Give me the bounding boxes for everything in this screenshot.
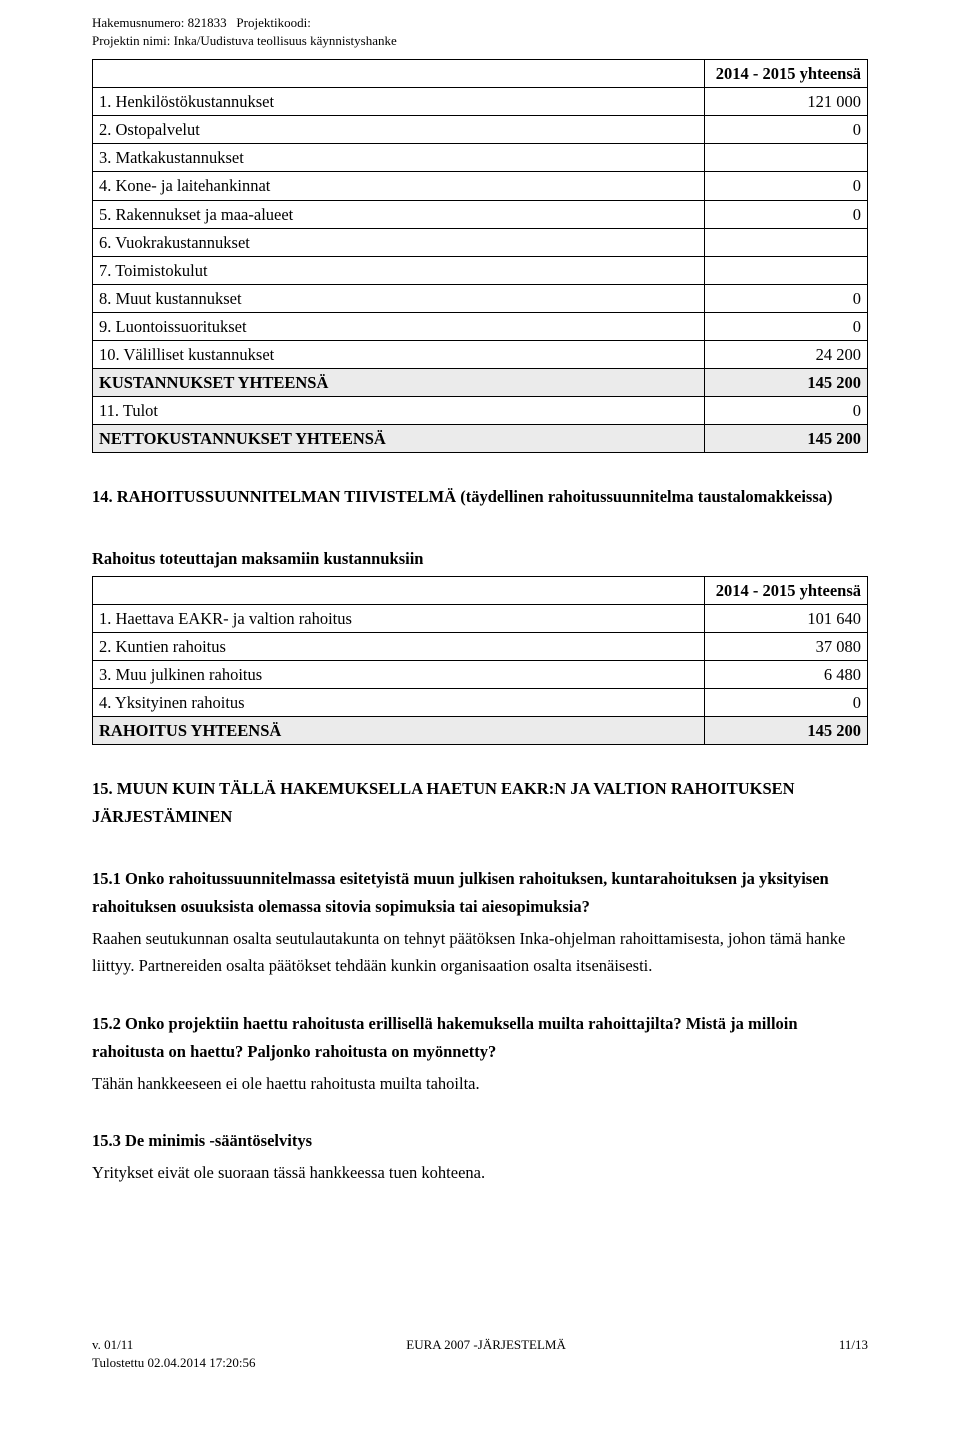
- table-row: 6. Vuokrakustannukset: [93, 228, 868, 256]
- section-14-subtitle: Rahoitus toteuttajan maksamiin kustannuk…: [92, 545, 868, 573]
- section-14-title: 14. RAHOITUSSUUNNITELMAN TIIVISTELMÄ (tä…: [92, 483, 868, 511]
- table-row: 5. Rakennukset ja maa-alueet0: [93, 200, 868, 228]
- section-14: 14. RAHOITUSSUUNNITELMAN TIIVISTELMÄ (tä…: [92, 483, 868, 573]
- footer-version: v. 01/11: [92, 1336, 133, 1354]
- table-header-row: 2014 - 2015 yhteensä: [93, 60, 868, 88]
- page-header-meta: Hakemusnumero: 821833 Projektikoodi: Pro…: [92, 14, 868, 49]
- costs-table-header: 2014 - 2015 yhteensä: [705, 60, 868, 88]
- table-row: 8. Muut kustannukset0: [93, 284, 868, 312]
- page-footer: v. 01/11 EURA 2007 -JÄRJESTELMÄ 11/13 Tu…: [92, 1336, 868, 1371]
- table-row: 3. Matkakustannukset: [93, 144, 868, 172]
- question-15-2-title: 15.2 Onko projektiin haettu rahoitusta e…: [92, 1010, 868, 1066]
- financing-total-row: RAHOITUS YHTEENSÄ 145 200: [93, 716, 868, 744]
- table-row: 4. Yksityinen rahoitus0: [93, 688, 868, 716]
- header-line-1: Hakemusnumero: 821833 Projektikoodi:: [92, 14, 868, 32]
- question-15-1-title: 15.1 Onko rahoitussuunnitelmassa esitety…: [92, 865, 868, 921]
- table-row: 4. Kone- ja laitehankinnat0: [93, 172, 868, 200]
- costs-subtotal-row: KUSTANNUKSET YHTEENSÄ 145 200: [93, 369, 868, 397]
- section-15-title: 15. MUUN KUIN TÄLLÄ HAKEMUKSELLA HAETUN …: [92, 775, 868, 831]
- question-15-3-title: 15.3 De minimis -sääntöselvitys: [92, 1127, 868, 1155]
- table-header-row: 2014 - 2015 yhteensä: [93, 576, 868, 604]
- table-row: 1. Henkilöstökustannukset121 000: [93, 88, 868, 116]
- header-label-projektinimi: Projektin nimi:: [92, 33, 170, 48]
- footer-system-name: EURA 2007 -JÄRJESTELMÄ: [133, 1336, 839, 1354]
- header-value-projektinimi: Inka/Uudistuva teollisuus käynnistyshank…: [174, 33, 397, 48]
- header-label-projektikoodi: Projektikoodi:: [236, 15, 310, 30]
- section-15: 15. MUUN KUIN TÄLLÄ HAKEMUKSELLA HAETUN …: [92, 775, 868, 1186]
- table-row: 2. Kuntien rahoitus37 080: [93, 632, 868, 660]
- header-label-hakemusnumero: Hakemusnumero:: [92, 15, 184, 30]
- footer-page-number: 11/13: [839, 1336, 868, 1354]
- table-row: 9. Luontoissuoritukset0: [93, 312, 868, 340]
- table-row: 10. Välilliset kustannukset24 200: [93, 341, 868, 369]
- financing-table-header: 2014 - 2015 yhteensä: [705, 576, 868, 604]
- financing-table: 2014 - 2015 yhteensä 1. Haettava EAKR- j…: [92, 576, 868, 746]
- header-line-2: Projektin nimi: Inka/Uudistuva teollisuu…: [92, 32, 868, 50]
- costs-total-row: NETTOKUSTANNUKSET YHTEENSÄ 145 200: [93, 425, 868, 453]
- table-row: 1. Haettava EAKR- ja valtion rahoitus101…: [93, 604, 868, 632]
- question-15-3-body: Yritykset eivät ole suoraan tässä hankke…: [92, 1159, 868, 1186]
- costs-table: 2014 - 2015 yhteensä 1. Henkilöstökustan…: [92, 59, 868, 453]
- footer-print-timestamp: Tulostettu 02.04.2014 17:20:56: [92, 1354, 255, 1372]
- table-row: 7. Toimistokulut: [93, 256, 868, 284]
- question-15-2-body: Tähän hankkeeseen ei ole haettu rahoitus…: [92, 1070, 868, 1097]
- question-15-1-body: Raahen seutukunnan osalta seutulautakunt…: [92, 925, 868, 979]
- table-row: 3. Muu julkinen rahoitus6 480: [93, 660, 868, 688]
- table-row: 11. Tulot0: [93, 397, 868, 425]
- table-row: 2. Ostopalvelut0: [93, 116, 868, 144]
- header-value-hakemusnumero: 821833: [188, 15, 227, 30]
